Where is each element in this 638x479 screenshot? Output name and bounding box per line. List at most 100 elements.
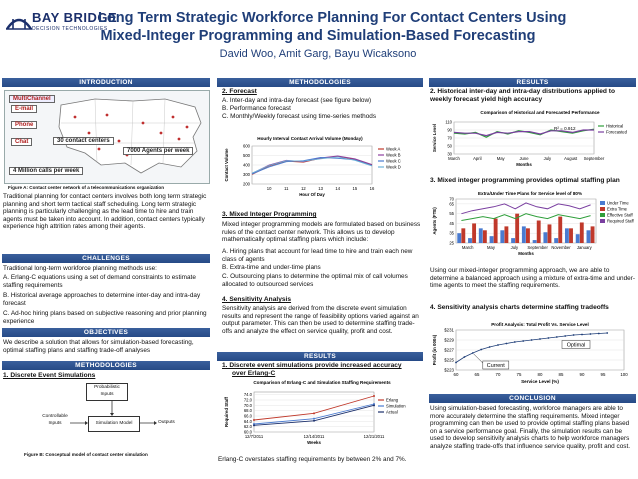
y-tick-label: 600 — [243, 144, 251, 149]
introduction-heading: INTRODUCTION — [2, 78, 210, 87]
x-tick-label: 95 — [601, 372, 606, 377]
legend-label: Simulation — [386, 404, 406, 409]
email-label: E-mail — [11, 105, 38, 113]
chart-title: Comparison of Erlang-C and Simulation St… — [253, 380, 391, 385]
legend-label: Week D — [386, 165, 401, 170]
x-tick-label: 65 — [475, 372, 480, 377]
conclusion-heading: CONCLUSION — [429, 394, 636, 403]
data-point — [513, 341, 516, 343]
left-methodologies-heading: METHODOLOGIES — [2, 361, 210, 370]
data-point — [455, 361, 457, 364]
data-point — [253, 419, 255, 421]
y-tick-label: 50 — [447, 144, 452, 149]
data-point — [497, 344, 499, 346]
data-point — [522, 340, 525, 342]
x-tick-label: 90 — [580, 372, 585, 377]
result-4-title: 4. Sensitivity analysis charts determine… — [430, 304, 609, 311]
centers-label: 30 contact centers — [53, 137, 114, 145]
bar-under-time — [500, 230, 505, 243]
y-tick-label: 74.0 — [244, 392, 253, 397]
x-tick-label: July — [511, 245, 519, 250]
y-tick-label: 200 — [243, 182, 251, 187]
data-point — [463, 356, 466, 358]
chart-title: Profit Analysis: Total Profit Vs. Servic… — [491, 322, 589, 327]
bar-extra-time — [569, 228, 573, 243]
y-tick-label: $227 — [444, 348, 454, 353]
bar-under-time — [543, 232, 548, 243]
legend-swatch — [600, 213, 605, 217]
result-3-text: Using our mixed-integer programming appr… — [430, 267, 635, 290]
bar-under-time — [478, 228, 483, 243]
x-tick-label: April — [473, 156, 481, 161]
y-tick-label: 70 — [449, 197, 454, 202]
x-tick-label: 85 — [559, 372, 564, 377]
legend-label: Extra Time — [607, 207, 628, 212]
data-point — [606, 332, 609, 334]
bar-under-time — [457, 233, 462, 243]
bar-under-time — [564, 228, 569, 243]
challenges-item-a: A. Erlang-C equations using a set of dem… — [3, 274, 196, 289]
bay-bridge-logo-icon — [6, 18, 32, 30]
data-point — [597, 332, 600, 335]
y-axis-label: Profit (in 000s) — [432, 334, 437, 365]
current-annotation: Current — [487, 363, 505, 369]
y-tick-label: $223 — [444, 368, 454, 373]
bar-extra-time — [547, 224, 552, 243]
sensitivity-title: 4. Sensitivity Analysis — [222, 296, 292, 303]
challenges-intro: Traditional long-term workforce planning… — [3, 265, 157, 272]
data-point — [253, 424, 255, 427]
y-tick-label: 500 — [243, 153, 251, 158]
legend-label: Historical — [606, 124, 623, 129]
challenges-item-b: B. Historical average approaches to dete… — [3, 292, 201, 307]
data-point — [555, 336, 558, 338]
chart-title: Hourly Interval Contact Arrival Volume (… — [257, 136, 363, 141]
data-point — [539, 338, 541, 340]
plot-area — [253, 391, 375, 433]
profit-analysis-chart: Profit Analysis: Total Profit Vs. Servic… — [432, 322, 628, 384]
results-item-1-tail: over Erlang-C — [232, 370, 276, 377]
x-axis-label: Hour Of Day — [299, 192, 325, 197]
chart-title: Extra/Under Time Plans for Service level… — [478, 191, 582, 196]
data-point — [313, 419, 315, 422]
x-tick-label: 16 — [370, 186, 375, 191]
bar-extra-time — [515, 213, 520, 243]
poster-title-line2: Mixed-Integer Programming and Simulation… — [100, 28, 536, 44]
right-results-heading: RESULTS — [429, 78, 636, 87]
methodologies-heading: METHODOLOGIES — [217, 78, 423, 87]
x-tick-label: January — [577, 245, 593, 250]
result-2-title: 2. Historical inter-day and intra-day di… — [430, 88, 616, 103]
r-squared-annotation: R² = 0.912 — [554, 126, 576, 131]
simulation-model-box: Simulation Model — [88, 416, 140, 432]
data-point — [589, 333, 592, 335]
logo-subtitle: DECISION TECHNOLOGIES — [32, 26, 108, 32]
x-tick-label: 12/21/2011 — [364, 434, 385, 439]
objectives-heading: OBJECTIVES — [2, 328, 210, 337]
bar-under-time — [468, 238, 472, 243]
x-tick-label: 12/7/2011 — [245, 434, 264, 439]
bar-extra-time — [536, 220, 541, 243]
y-axis-label: Required Staff — [224, 396, 229, 427]
x-tick-label: August — [564, 156, 578, 161]
forecast-title: 2. Forecast — [222, 88, 257, 95]
bar-extra-time — [472, 223, 477, 243]
legend-label: Week B — [386, 153, 401, 158]
contact-center-map: MultiChannel E-mail Phone Chat 30 contac… — [4, 90, 210, 184]
x-tick-label: 15 — [353, 186, 358, 191]
mip-item-a: A. Hiring plans that account for lead ti… — [222, 248, 413, 263]
series-line-effective-staff — [461, 213, 591, 221]
mip-text: Mixed integer programming models are for… — [222, 221, 421, 244]
y-axis-label: Contact Volume — [224, 148, 229, 182]
controllable-inputs-label: Controllable Inputs — [42, 414, 68, 426]
y-tick-label: 110 — [445, 120, 452, 125]
bar-under-time — [586, 230, 591, 243]
x-tick-label: 12 — [301, 186, 306, 191]
y-tick-label: 400 — [243, 163, 251, 168]
sensitivity-text: Sensitivity analysis are derived from th… — [222, 305, 419, 335]
calls-label: 4 Million calls per week — [9, 167, 84, 175]
bar-under-time — [554, 238, 559, 243]
y-tick-label: 60.0 — [244, 430, 253, 435]
forecast-item-b: B. Performance forecast — [222, 105, 291, 112]
x-tick-label: November — [551, 245, 571, 250]
y-tick-label: 70 — [447, 136, 452, 141]
figure-a-caption: Figure A: Contact center network of a te… — [8, 185, 165, 190]
